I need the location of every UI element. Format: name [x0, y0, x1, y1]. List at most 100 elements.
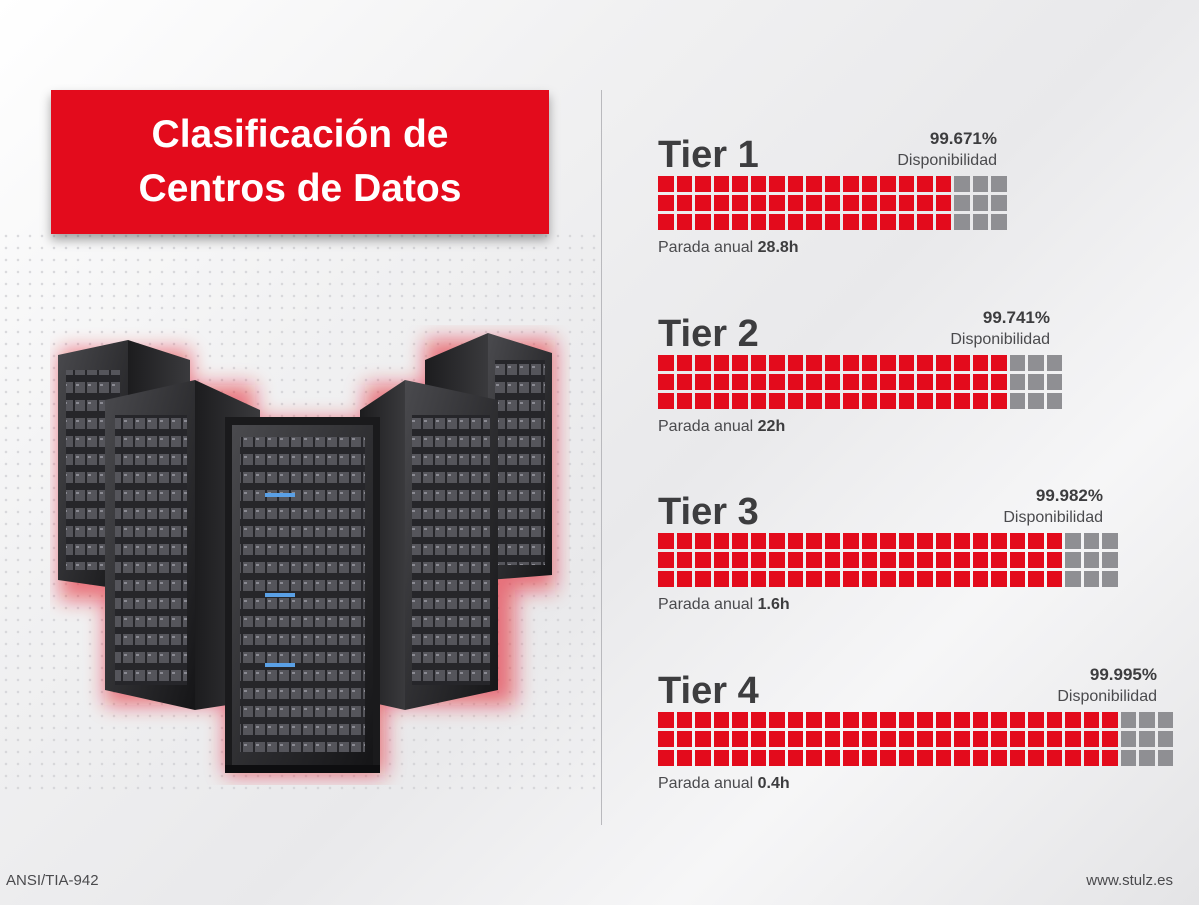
downtime-block	[1028, 393, 1044, 409]
uptime-block	[695, 176, 711, 192]
uptime-block	[658, 712, 674, 728]
uptime-block	[880, 214, 896, 230]
server-rack-front	[225, 417, 380, 773]
uptime-block	[861, 393, 877, 409]
uptime-block	[676, 731, 692, 747]
uptime-block	[806, 533, 822, 549]
uptime-block	[713, 750, 729, 766]
uptime-block	[695, 393, 711, 409]
downtime-block	[1102, 533, 1118, 549]
uptime-block	[1009, 731, 1025, 747]
uptime-block	[1028, 533, 1044, 549]
uptime-block	[787, 393, 803, 409]
uptime-block	[954, 393, 970, 409]
uptime-block	[750, 393, 766, 409]
uptime-block	[1102, 750, 1118, 766]
downtime-block	[1065, 552, 1081, 568]
tier-3-availability-label: Disponibilidad	[1003, 509, 1103, 526]
uptime-block	[898, 355, 914, 371]
uptime-block	[935, 195, 951, 211]
uptime-block	[1046, 731, 1062, 747]
uptime-block	[676, 374, 692, 390]
uptime-block	[824, 571, 840, 587]
uptime-block	[880, 571, 896, 587]
title-banner: Clasificación de Centros de Datos	[51, 90, 549, 234]
uptime-block	[658, 195, 674, 211]
uptime-block	[695, 355, 711, 371]
uptime-block	[880, 176, 896, 192]
uptime-block	[991, 355, 1007, 371]
uptime-block	[769, 195, 785, 211]
uptime-block	[1009, 571, 1025, 587]
uptime-block	[676, 712, 692, 728]
uptime-block	[750, 571, 766, 587]
downtime-block	[1157, 731, 1173, 747]
downtime-block	[1139, 750, 1155, 766]
uptime-block	[991, 712, 1007, 728]
uptime-block	[843, 195, 859, 211]
uptime-block	[954, 533, 970, 549]
downtime-block	[1065, 533, 1081, 549]
tier-4-downtime-label: Parada anual	[658, 775, 754, 792]
uptime-block	[695, 712, 711, 728]
uptime-block	[676, 533, 692, 549]
uptime-block	[658, 731, 674, 747]
uptime-block	[1009, 712, 1025, 728]
uptime-block	[787, 552, 803, 568]
tier-4-availability-label: Disponibilidad	[1057, 688, 1157, 705]
uptime-block	[991, 750, 1007, 766]
uptime-block	[750, 355, 766, 371]
website-link[interactable]: www.stulz.es	[1086, 872, 1173, 889]
uptime-block	[1028, 712, 1044, 728]
uptime-block	[861, 374, 877, 390]
server-rack-mid-right	[360, 380, 498, 710]
uptime-block	[806, 374, 822, 390]
uptime-block	[1028, 571, 1044, 587]
downtime-block	[1120, 750, 1136, 766]
uptime-block	[843, 533, 859, 549]
uptime-block	[732, 374, 748, 390]
uptime-block	[769, 571, 785, 587]
uptime-block	[935, 533, 951, 549]
uptime-block	[991, 731, 1007, 747]
downtime-block	[1009, 374, 1025, 390]
uptime-block	[732, 750, 748, 766]
uptime-block	[676, 214, 692, 230]
uptime-block	[658, 533, 674, 549]
uptime-block	[880, 355, 896, 371]
downtime-block	[1065, 571, 1081, 587]
downtime-block	[1139, 731, 1155, 747]
uptime-block	[1083, 731, 1099, 747]
uptime-block	[769, 214, 785, 230]
uptime-block	[880, 393, 896, 409]
uptime-block	[732, 533, 748, 549]
uptime-block	[1046, 750, 1062, 766]
uptime-block	[732, 571, 748, 587]
uptime-block	[787, 374, 803, 390]
uptime-block	[695, 214, 711, 230]
uptime-block	[898, 712, 914, 728]
uptime-block	[843, 552, 859, 568]
downtime-block	[991, 214, 1007, 230]
uptime-block	[806, 195, 822, 211]
uptime-block	[787, 355, 803, 371]
uptime-block	[713, 374, 729, 390]
uptime-block	[917, 195, 933, 211]
uptime-block	[1065, 731, 1081, 747]
uptime-block	[898, 393, 914, 409]
uptime-block	[732, 731, 748, 747]
downtime-block	[1102, 571, 1118, 587]
uptime-block	[658, 374, 674, 390]
tier-1-downtime-value: 28.8h	[757, 239, 799, 256]
uptime-block	[972, 552, 988, 568]
uptime-block	[972, 731, 988, 747]
uptime-block	[750, 712, 766, 728]
uptime-block	[880, 712, 896, 728]
uptime-block	[954, 552, 970, 568]
uptime-block	[787, 195, 803, 211]
uptime-block	[898, 552, 914, 568]
tier-3-downtime: Parada anual 1.6h	[658, 596, 790, 614]
uptime-block	[658, 552, 674, 568]
uptime-block	[935, 750, 951, 766]
uptime-block	[843, 731, 859, 747]
